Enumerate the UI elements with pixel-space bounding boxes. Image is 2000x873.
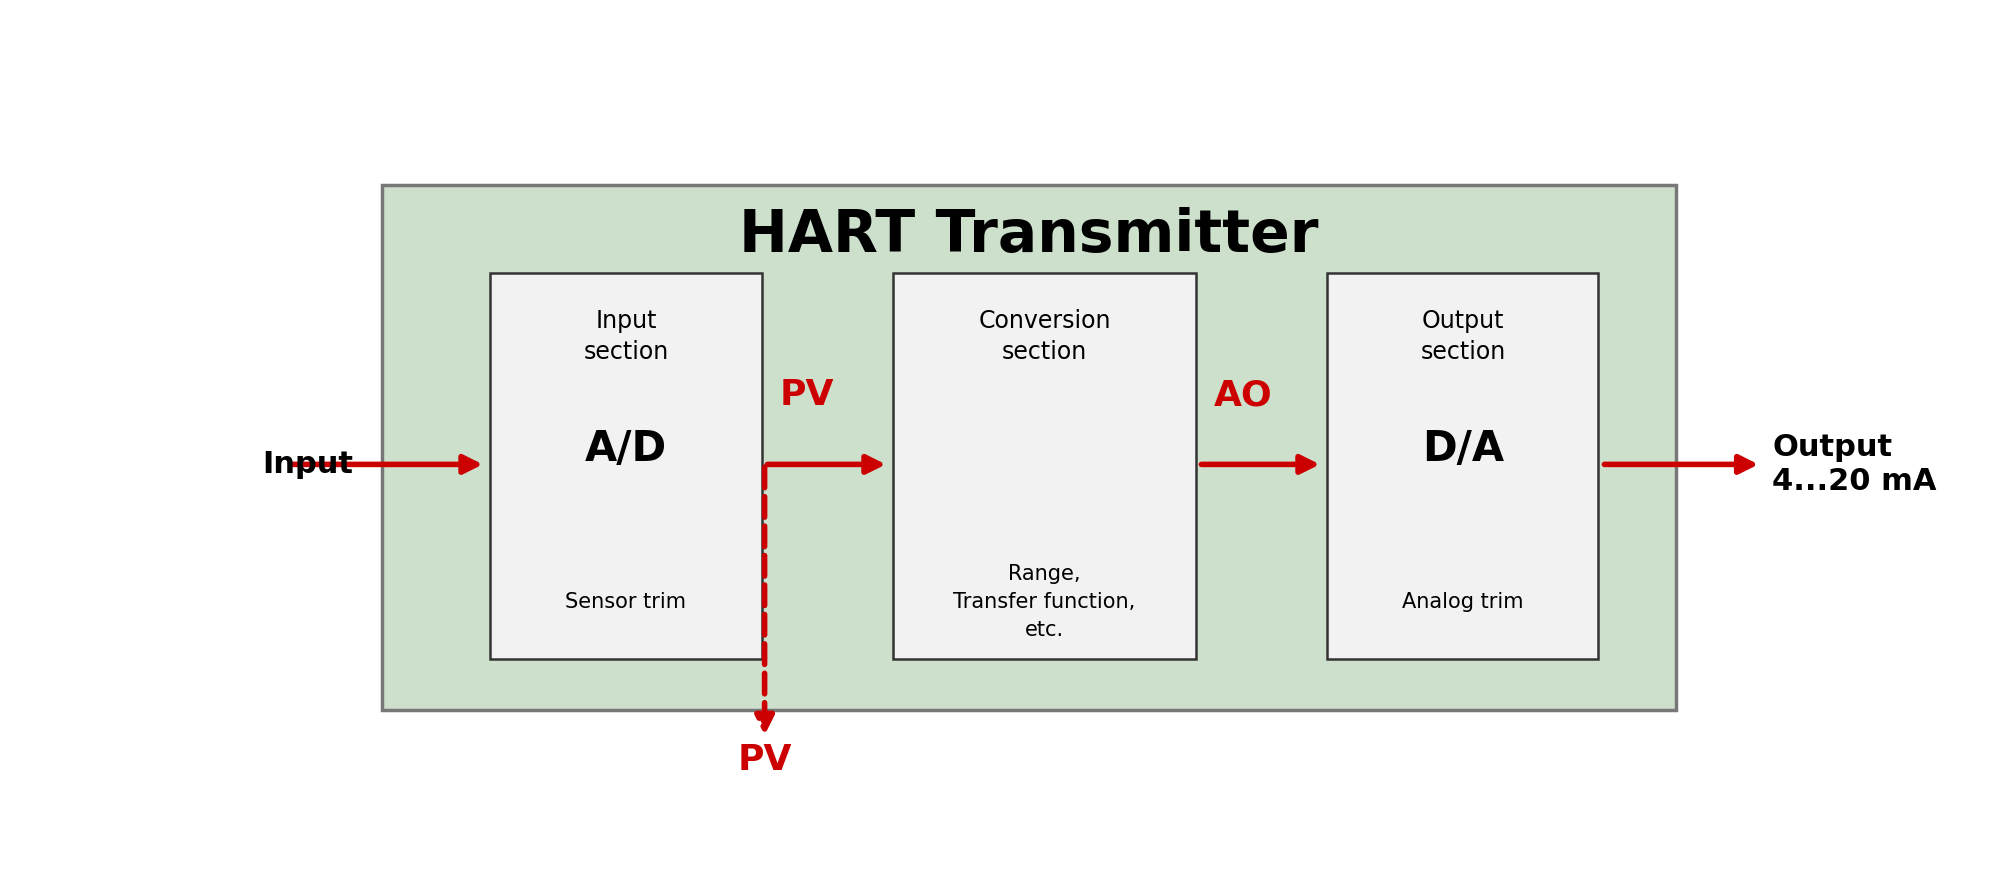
FancyBboxPatch shape bbox=[894, 272, 1196, 659]
Text: Analog trim: Analog trim bbox=[1402, 592, 1524, 612]
Text: A/D: A/D bbox=[584, 429, 666, 471]
Text: AO: AO bbox=[1214, 378, 1272, 412]
FancyBboxPatch shape bbox=[1328, 272, 1598, 659]
Text: D/A: D/A bbox=[1422, 429, 1504, 471]
Text: Sensor trim: Sensor trim bbox=[566, 592, 686, 612]
FancyBboxPatch shape bbox=[382, 185, 1676, 710]
Text: Range,
Transfer function,
etc.: Range, Transfer function, etc. bbox=[954, 564, 1136, 640]
Text: Input
section: Input section bbox=[584, 309, 668, 364]
Text: PV: PV bbox=[738, 743, 792, 777]
Text: HART Transmitter: HART Transmitter bbox=[740, 208, 1318, 265]
Text: Input: Input bbox=[262, 450, 354, 479]
Text: Conversion
section: Conversion section bbox=[978, 309, 1110, 364]
Text: PV: PV bbox=[780, 378, 834, 412]
FancyBboxPatch shape bbox=[490, 272, 762, 659]
Text: Output
section: Output section bbox=[1420, 309, 1506, 364]
Text: Output
4...20 mA: Output 4...20 mA bbox=[1772, 433, 1936, 496]
